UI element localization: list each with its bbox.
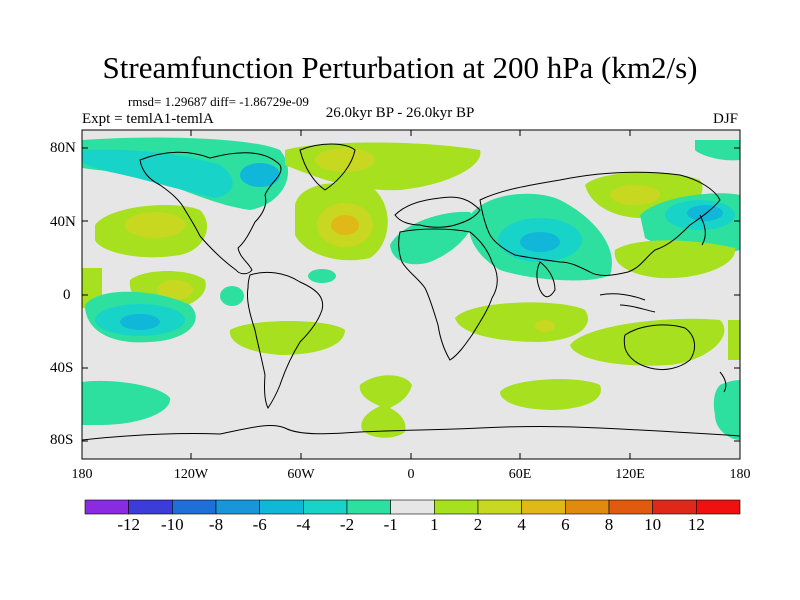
colorbar-label: -2: [339, 515, 355, 534]
contour-region: [125, 212, 185, 238]
stats-line: rmsd= 1.29687 diff= -1.86729e-09: [128, 94, 309, 109]
x-label-60w: 60W: [287, 467, 315, 482]
contour-region: [157, 280, 193, 300]
contour-region: [614, 240, 736, 279]
contour-region: [120, 314, 160, 330]
x-label-120w: 120W: [173, 467, 209, 482]
coastline-japan: [699, 214, 706, 246]
colorbar: [84, 499, 741, 515]
contour-region: [687, 205, 723, 221]
contour-region: [220, 286, 244, 306]
coastline-africa: [398, 228, 498, 361]
contour-region: [359, 375, 412, 438]
contour-region: [695, 140, 740, 161]
colorbar-label: 1: [430, 515, 439, 534]
x-label-60e: 60E: [508, 467, 532, 482]
experiment-label: Expt = temlA1-temlA: [82, 111, 214, 127]
contour-region: [331, 215, 359, 235]
y-axis-ticks: [82, 147, 740, 442]
contour-region: [728, 320, 740, 360]
coastline-antarctica: [82, 425, 740, 441]
colorbar-label: -4: [296, 515, 311, 534]
colorbar-swatch: [565, 499, 610, 515]
map-title: Streamfunction Perturbation at 200 hPa (…: [102, 50, 698, 85]
colorbar-label: -10: [160, 515, 184, 534]
x-label-180w: 180: [71, 467, 93, 482]
colorbar-swatch: [303, 499, 348, 515]
y-label-80s: 80S: [50, 432, 74, 448]
colorbar-label: 2: [473, 515, 483, 534]
colorbar-label: 6: [561, 515, 570, 534]
colorbar-swatch: [390, 499, 435, 515]
coastline-australia: [623, 324, 696, 371]
coastline-indonesia: [599, 293, 656, 313]
colorbar-label: -1: [383, 515, 398, 534]
colorbar-swatch: [696, 499, 741, 515]
colorbar-swatch: [477, 499, 522, 515]
contour-region: [240, 163, 280, 187]
coastline-new-zealand: [719, 371, 727, 393]
coastline-india: [536, 261, 556, 298]
contour-region: [570, 318, 725, 366]
x-label-120e: 120E: [615, 467, 645, 482]
colorbar-label: 10: [644, 515, 662, 534]
colorbar-label: 8: [604, 515, 614, 534]
colorbar-swatch: [346, 499, 391, 515]
coastline-south-america: [247, 271, 324, 409]
colorbar-swatch: [652, 499, 697, 515]
x-label-180e: 180: [729, 467, 751, 482]
colorbar-label: 12: [687, 515, 705, 534]
contour-region: [455, 302, 588, 342]
y-label-40n: 40N: [50, 214, 76, 230]
contour-region: [315, 148, 375, 172]
x-label-0: 0: [407, 467, 415, 482]
y-label-80n: 80N: [50, 140, 76, 156]
season-label: DJF: [712, 111, 738, 127]
colorbar-label: -12: [117, 515, 140, 534]
contour-region: [535, 320, 555, 332]
colorbar-swatch: [521, 499, 566, 515]
coastline-north-america: [139, 151, 282, 275]
colorbar-swatch: [215, 499, 260, 515]
colorbar-swatch: [128, 499, 173, 515]
coastline-asia: [479, 171, 721, 276]
period-label: 26.0kyr BP - 26.0kyr BP: [325, 105, 475, 121]
contour-region: [500, 379, 601, 410]
contour-region: [82, 149, 233, 198]
coastline-greenland: [299, 143, 356, 191]
colorbar-swatch: [259, 499, 304, 515]
y-label-0: 0: [63, 287, 71, 303]
y-label-40s: 40S: [50, 360, 74, 376]
colorbar-swatch: [434, 499, 479, 515]
coastline-europe: [394, 196, 481, 228]
contour-region: [82, 380, 171, 425]
colorbar-swatch: [84, 499, 129, 515]
colorbar-swatch: [608, 499, 653, 515]
contour-region: [390, 211, 473, 265]
colorbar-label: -8: [208, 515, 224, 534]
colorbar-label: 4: [517, 515, 526, 534]
colorbar-label: -6: [252, 515, 267, 534]
x-axis-ticks: [190, 130, 631, 459]
contour-field: [82, 130, 740, 459]
contour-region: [520, 232, 560, 252]
contour-region: [610, 185, 660, 205]
contour-region: [713, 380, 740, 440]
coastlines: [82, 143, 740, 441]
colorbar-swatch: [172, 499, 217, 515]
contour-region: [308, 269, 336, 283]
